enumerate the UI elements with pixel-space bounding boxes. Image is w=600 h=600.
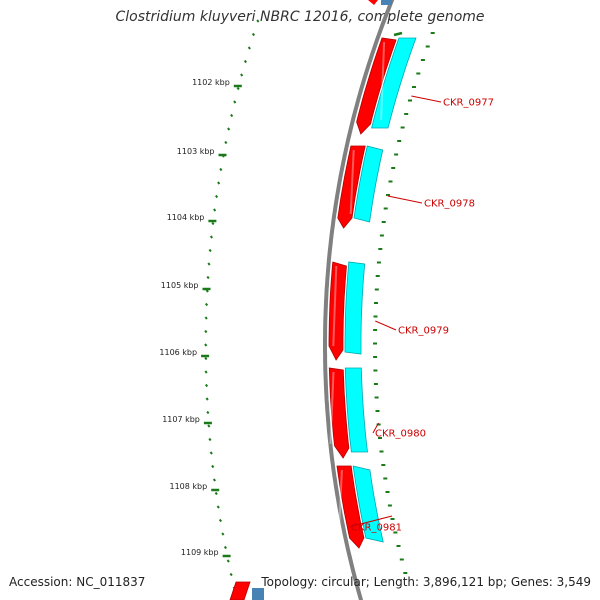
inner-ruler-dot (226, 559, 230, 563)
feature-band[interactable] (352, 465, 384, 543)
genome-summary-text: Topology: circular; Length: 3,896,121 bp… (261, 575, 591, 589)
inner-ruler-dot (219, 167, 223, 172)
kbp-tick-label: 1105 kbp (161, 281, 199, 290)
inner-ruler-dot (217, 181, 221, 185)
inner-ruler-dot (205, 383, 209, 388)
inner-ruler-dot (227, 127, 231, 131)
edge-cds-arrow-top[interactable] (368, 0, 378, 5)
cds-arrow[interactable] (337, 145, 366, 229)
gene-callout-line (375, 320, 397, 331)
inner-ruler-dot (221, 532, 225, 536)
inner-ruler-dot (212, 478, 216, 482)
inner-ruler-dot (223, 545, 227, 550)
kbp-tick-label: 1106 kbp (159, 348, 197, 357)
kbp-tick-label: 1108 kbp (169, 482, 207, 491)
inner-ruler-dot (204, 370, 208, 374)
inner-ruler-dot (207, 424, 211, 428)
inner-ruler-dot (218, 518, 222, 523)
inner-ruler-dot (206, 275, 210, 280)
inner-ruler-dot (229, 572, 233, 577)
gene-label[interactable]: CKR_0981 (351, 523, 402, 534)
inner-ruler-dot (224, 140, 228, 145)
gene-callout-line (387, 195, 423, 204)
inner-ruler-dot (230, 113, 234, 118)
feature-band[interactable] (344, 367, 368, 453)
feature-band[interactable] (353, 145, 384, 223)
inner-ruler-dot (211, 221, 215, 226)
inner-ruler-dot (204, 343, 208, 347)
gene-CKR_0977[interactable] (356, 37, 417, 135)
cds-highlight (332, 265, 338, 347)
feature-band[interactable] (344, 261, 366, 355)
genes-layer (229, 0, 417, 600)
gene-label[interactable]: CKR_0979 (398, 326, 449, 337)
kbp-tick-label: 1102 kbp (192, 78, 230, 87)
gene-CKR_0978[interactable] (337, 145, 384, 229)
inner-ruler-dot (213, 208, 217, 212)
kbp-tick-label: 1103 kbp (177, 147, 215, 156)
edge-cds-arrow-bottom[interactable] (229, 581, 251, 600)
inner-ruler-dot (236, 86, 240, 91)
inner-ruler-dot (256, 19, 260, 23)
inner-ruler-dot (206, 410, 210, 415)
cds-highlight (349, 149, 355, 215)
inner-ruler-dot (205, 397, 209, 401)
genome-backbone-arc (323, 0, 395, 600)
gene-label[interactable]: CKR_0978 (424, 199, 475, 210)
inner-ruler-dot (240, 73, 244, 77)
ruler-layer: 1102 kbp 1103 kbp 1104 kbp 1105 kbp 1106 kbp… (159, 19, 435, 590)
inner-ruler-dot (208, 248, 212, 253)
cds-arrow[interactable] (328, 261, 347, 361)
cds-highlight (329, 371, 335, 445)
map-title: Clostridium kluyveri NBRC 12016, complet… (115, 9, 485, 25)
inner-ruler-dot (209, 235, 213, 239)
inner-ruler-dot (215, 194, 219, 199)
inner-ruler-dot (243, 59, 247, 64)
inner-ruler-dot (214, 491, 218, 496)
cds-arrow[interactable] (336, 465, 365, 549)
feature-band[interactable] (371, 37, 417, 129)
gene-labels-layer: CKR_0977 CKR_0978 CKR_0979 CKR_0980 CKR_0981 (348, 95, 494, 534)
inner-ruler-dot (204, 356, 208, 361)
gene-label[interactable]: CKR_0980 (375, 429, 426, 440)
cds-arrow[interactable] (328, 367, 350, 459)
inner-ruler-dot (251, 32, 255, 37)
kbp-tick-label: 1107 kbp (162, 415, 200, 424)
gene-callout-line (348, 515, 393, 528)
inner-ruler-dot (204, 316, 208, 320)
cds-highlight (337, 469, 343, 535)
gene-CKR_0981[interactable] (336, 465, 384, 549)
cds-arrow[interactable] (356, 37, 397, 135)
inner-ruler-dot (205, 302, 209, 307)
inner-ruler-dot (211, 464, 215, 469)
gene-callout-line (411, 95, 442, 103)
inner-ruler-dot (204, 329, 208, 334)
outer-ruler-tick (393, 31, 403, 37)
kbp-tick-label: 1109 kbp (181, 548, 219, 557)
inner-ruler-dot (207, 262, 211, 266)
gene-CKR_0979[interactable] (328, 261, 366, 361)
inner-ruler-dot (208, 437, 212, 442)
edge-feature-bottom[interactable] (252, 588, 264, 600)
kbp-tick-label: 1104 kbp (167, 213, 205, 222)
inner-ruler-dot (233, 100, 237, 104)
gene-label[interactable]: CKR_0977 (443, 98, 494, 109)
cds-highlight (380, 41, 386, 121)
inner-ruler-dot (247, 46, 251, 50)
inner-ruler-dot (205, 289, 209, 293)
accession-text: Accession: NC_011837 (9, 575, 146, 589)
gene-callout-line (372, 422, 379, 434)
edge-feature-top[interactable] (381, 0, 392, 5)
backbone-layer (323, 0, 395, 600)
inner-ruler-dot (209, 451, 213, 455)
inner-ruler-dot (216, 505, 220, 509)
gene-CKR_0980[interactable] (328, 367, 368, 459)
